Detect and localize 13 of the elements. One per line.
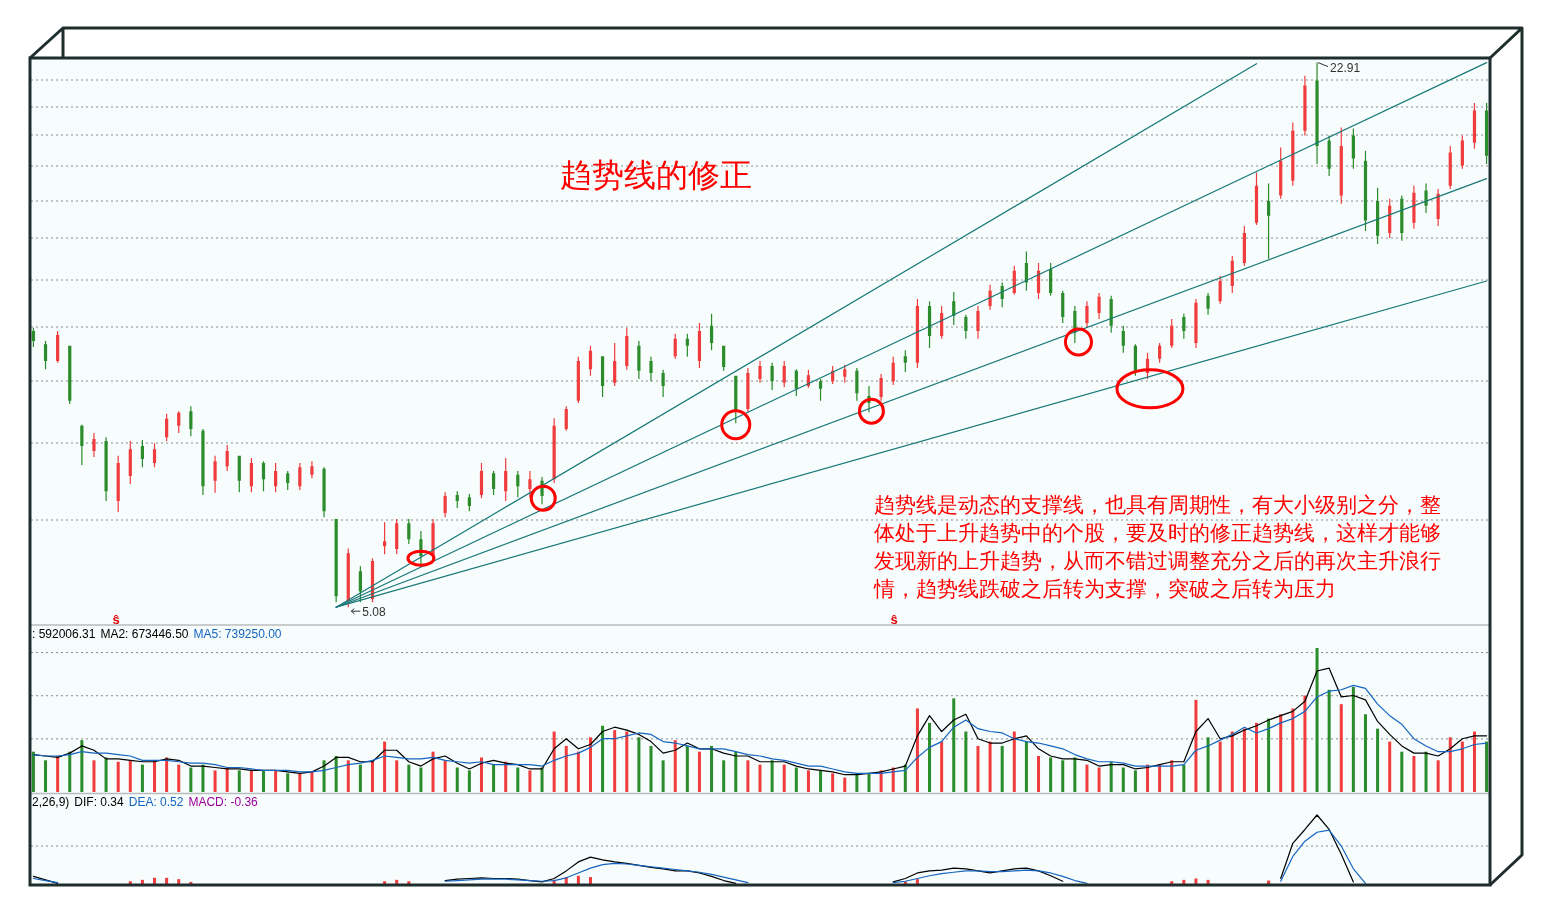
text: DEA: 0.52 bbox=[128, 794, 184, 809]
text: MA2: 673446.50 bbox=[100, 626, 189, 641]
text: 2,26,9) bbox=[32, 794, 70, 809]
annotation: 趋势线是动态的支撑线，也具有周期性，有大小级别之分，整体处于上升趋势中的个股，要及时的修正趋势线，这样才能够发现新的上升趋势，从而不错过调整充分之后的再次主升浪行情，趋势线跌破之后转为支撑，突破之后转为压力 bbox=[873, 493, 1441, 600]
text: MA5: 739250.00 bbox=[193, 626, 282, 641]
annotation: 5.08 bbox=[362, 605, 386, 620]
text: MACD: -0.36 bbox=[188, 794, 259, 809]
text: DIF: 0.34 bbox=[74, 794, 125, 809]
text: ŝ bbox=[112, 612, 120, 627]
text: : 592006.31 bbox=[32, 626, 96, 641]
text: 趋势线的修正 bbox=[560, 157, 752, 193]
text: ŝ bbox=[890, 612, 898, 627]
annotation: 22.91 bbox=[1330, 60, 1361, 75]
